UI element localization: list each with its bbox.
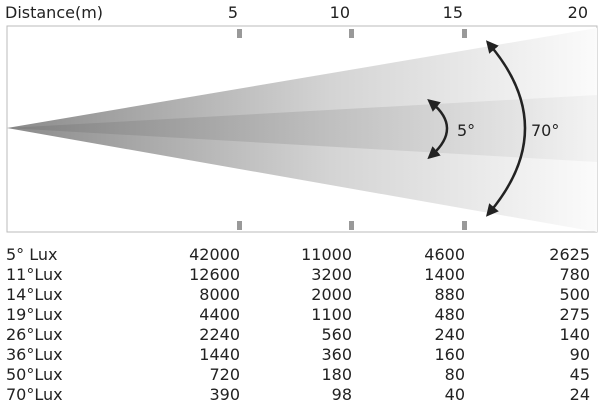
lux-value: 360 <box>321 345 352 364</box>
lux-value: 8000 <box>199 285 240 304</box>
lux-value: 560 <box>321 325 352 344</box>
tick <box>462 221 467 230</box>
lux-value: 80 <box>445 365 465 384</box>
row-label: 26°Lux <box>6 325 63 344</box>
lux-value: 160 <box>434 345 465 364</box>
lux-value: 720 <box>209 365 240 384</box>
lux-value: 275 <box>559 305 590 324</box>
lux-value: 45 <box>570 365 590 384</box>
lux-value: 40 <box>445 385 465 404</box>
lux-value: 3200 <box>311 265 352 284</box>
lux-value: 240 <box>434 325 465 344</box>
tick <box>349 29 354 38</box>
distance-title: Distance(m) <box>5 3 103 22</box>
angle-label: 5° <box>457 121 475 140</box>
lux-value: 500 <box>559 285 590 304</box>
lux-value: 11000 <box>301 245 352 264</box>
angle-label: 70° <box>531 121 559 140</box>
distance-label: 20 <box>568 3 588 22</box>
row-label: 50°Lux <box>6 365 63 384</box>
arc-70 <box>485 40 527 217</box>
arc-5 <box>427 98 449 160</box>
lux-value: 98 <box>332 385 352 404</box>
dynamic: 5 10 15 20 5° Lux 42000 11000 4600 2625 11°Lux 126… <box>6 3 590 404</box>
lux-value: 1400 <box>424 265 465 284</box>
lux-value: 880 <box>434 285 465 304</box>
lux-value: 140 <box>559 325 590 344</box>
tick <box>237 29 242 38</box>
lux-value: 180 <box>321 365 352 384</box>
row-label: 11°Lux <box>6 265 63 284</box>
lux-value: 480 <box>434 305 465 324</box>
lux-value: 1440 <box>199 345 240 364</box>
lux-value: 4400 <box>199 305 240 324</box>
lux-value: 2000 <box>311 285 352 304</box>
lux-value: 390 <box>209 385 240 404</box>
row-label: 36°Lux <box>6 345 63 364</box>
lux-value: 2625 <box>549 245 590 264</box>
inner-beam <box>7 95 597 162</box>
lux-value: 2240 <box>199 325 240 344</box>
lux-value: 12600 <box>189 265 240 284</box>
distance-label: 5 <box>228 3 238 22</box>
lux-value: 1100 <box>311 305 352 324</box>
row-label: 70°Lux <box>6 385 63 404</box>
tick <box>237 221 242 230</box>
lux-value: 24 <box>570 385 590 404</box>
row-label: 14°Lux <box>6 285 63 304</box>
lux-value: 4600 <box>424 245 465 264</box>
lux-value: 90 <box>570 345 590 364</box>
tick <box>349 221 354 230</box>
row-label: 19°Lux <box>6 305 63 324</box>
lux-value: 780 <box>559 265 590 284</box>
distance-label: 15 <box>443 3 463 22</box>
tick <box>462 29 467 38</box>
row-label: 5° Lux <box>6 245 58 264</box>
lux-value: 42000 <box>189 245 240 264</box>
distance-label: 10 <box>330 3 350 22</box>
